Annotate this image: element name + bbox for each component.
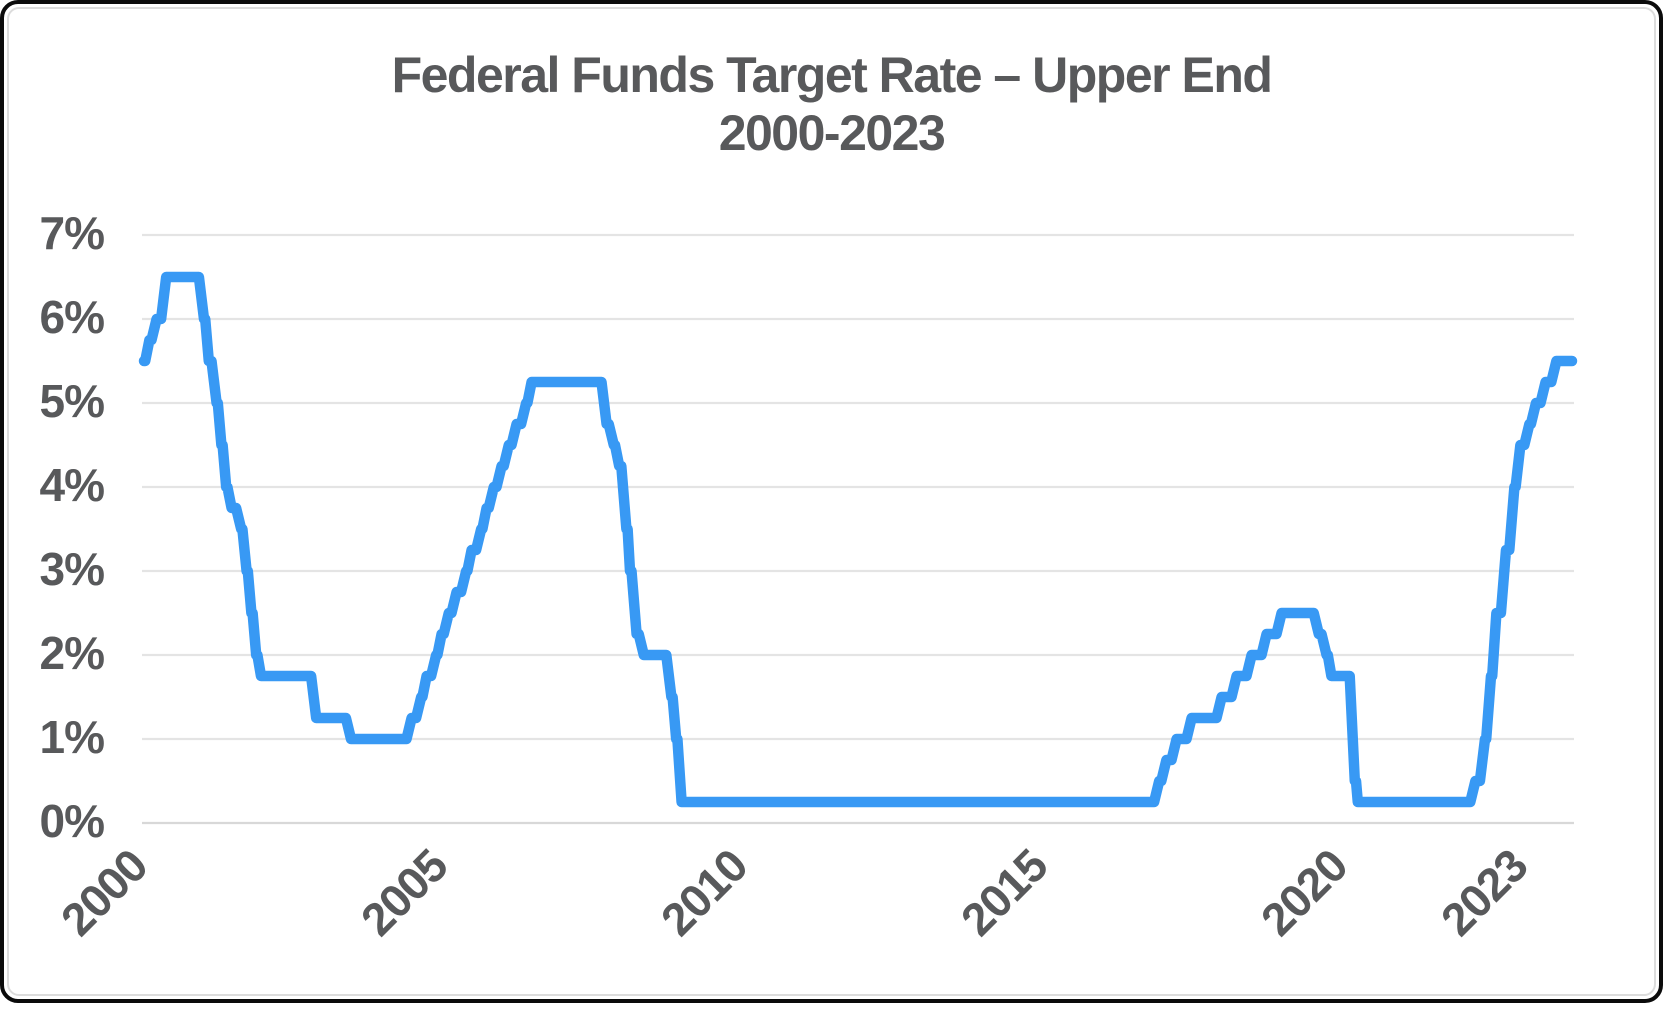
x-tick-label-2000: 2000 — [51, 839, 157, 945]
y-tick-label-1%: 1% — [40, 711, 105, 763]
y-tick-label-7%: 7% — [40, 207, 105, 259]
x-tick-label-2010: 2010 — [651, 839, 757, 945]
x-tick-label-2005: 2005 — [351, 839, 458, 946]
y-tick-label-0%: 0% — [40, 795, 105, 847]
chart-title-line1: Federal Funds Target Rate – Upper End — [4, 46, 1659, 104]
y-tick-label-5%: 5% — [40, 375, 105, 427]
chart-title-block: Federal Funds Target Rate – Upper End 20… — [4, 46, 1659, 162]
x-tick-label-2020: 2020 — [1251, 839, 1357, 945]
chart-title-line2: 2000-2023 — [4, 104, 1659, 162]
x-tick-label-2023: 2023 — [1431, 839, 1537, 945]
x-tick-label-2015: 2015 — [951, 839, 1058, 946]
rate-line-series — [144, 277, 1572, 802]
y-tick-label-4%: 4% — [40, 459, 105, 511]
y-tick-label-3%: 3% — [40, 543, 105, 595]
y-tick-label-2%: 2% — [40, 627, 105, 679]
y-tick-label-6%: 6% — [40, 291, 105, 343]
